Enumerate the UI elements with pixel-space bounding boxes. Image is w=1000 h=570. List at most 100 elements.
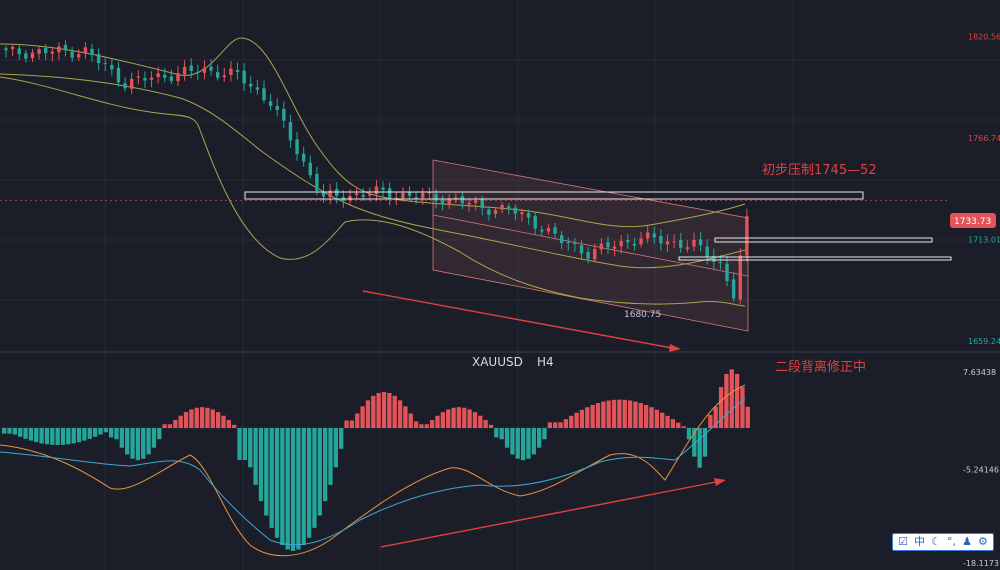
candle-body: [427, 192, 432, 194]
candle-body: [414, 197, 418, 199]
candle-body: [639, 238, 643, 245]
macd-bar: [708, 414, 713, 428]
macd-bar: [167, 424, 173, 428]
macd-bar: [44, 428, 50, 445]
macd-bar: [660, 412, 665, 428]
support-level-2: [678, 256, 952, 261]
candle-body: [110, 65, 114, 70]
candle-body: [731, 279, 736, 299]
macd-bar: [98, 428, 103, 435]
candle-body: [255, 87, 260, 90]
candle-body: [407, 191, 412, 196]
symbol-label: XAUUSD: [472, 355, 523, 369]
macd-bar: [269, 428, 274, 528]
macd-bar: [456, 407, 462, 428]
macd-bar: [199, 407, 205, 428]
macd-bar: [601, 401, 606, 428]
candle-body: [652, 233, 656, 238]
candle-body: [487, 209, 491, 215]
macd-bar: [39, 428, 44, 444]
candle-body: [612, 246, 617, 249]
macd-bar: [264, 428, 269, 516]
macd-bar: [617, 399, 622, 428]
candle-body: [249, 83, 253, 87]
candle-body: [77, 54, 81, 58]
macd-dif-line: [0, 384, 746, 557]
macd-bar: [692, 428, 697, 457]
candle-body: [229, 68, 233, 75]
candle-body: [632, 243, 637, 246]
macd-bar: [547, 422, 552, 428]
timeframe-label: H4: [537, 355, 554, 369]
candle-body: [57, 46, 61, 53]
macd-bar: [644, 404, 649, 428]
macd-bar: [729, 369, 734, 428]
candle-body: [374, 186, 379, 195]
macd-bar: [183, 412, 189, 428]
macd-bar: [157, 428, 162, 440]
resistance-annotation: 初步压制1745—52: [762, 163, 877, 178]
candle-body: [401, 192, 405, 199]
candlestick-series: [4, 40, 749, 304]
candle-body: [196, 71, 200, 73]
candle-body: [17, 48, 21, 55]
candle-body: [712, 256, 716, 262]
candle-body: [83, 47, 88, 54]
macd-panel: [0, 369, 750, 557]
macd-bar: [125, 428, 130, 455]
candle-body: [4, 48, 8, 51]
macd-bar: [323, 428, 328, 502]
candle-body: [473, 200, 478, 203]
macd-bar: [7, 428, 12, 434]
macd-bar: [579, 409, 585, 428]
candle-body: [169, 76, 174, 81]
macd-bar: [413, 421, 419, 428]
toolbar-moon-icon[interactable]: ☾: [931, 535, 941, 548]
macd-bar: [446, 409, 451, 428]
candle-body: [665, 241, 670, 245]
toolbar-dots-icon[interactable]: °,: [947, 535, 957, 548]
macd-bar: [676, 422, 681, 428]
candle-body: [566, 241, 570, 244]
candle-body: [176, 73, 180, 82]
candle-body: [295, 139, 299, 155]
toolbar-gear-icon[interactable]: ⚙: [978, 535, 988, 548]
candle-body: [189, 65, 193, 71]
candle-body: [421, 193, 425, 198]
macd-bar: [18, 428, 23, 437]
macd-bar: [595, 403, 601, 428]
candle-body: [222, 75, 226, 78]
toolbar-user-icon[interactable]: ♟: [962, 535, 972, 548]
candle-body: [573, 242, 577, 245]
floating-toolbar[interactable]: ☑ 中 ☾ °, ♟ ⚙: [892, 533, 994, 551]
macd-bar: [408, 413, 413, 428]
candle-body: [579, 245, 584, 254]
candle-body: [606, 242, 610, 248]
macd-bar: [355, 413, 360, 428]
macd-bar: [713, 406, 718, 428]
macd-bar: [702, 428, 708, 457]
macd-bar: [622, 399, 627, 428]
macd-bar: [392, 395, 397, 428]
candle-body: [90, 48, 94, 56]
candle-body: [268, 101, 273, 106]
macd-bar: [248, 428, 253, 468]
macd-bar: [697, 428, 702, 468]
macd-bar: [585, 407, 590, 428]
macd-bar: [312, 428, 317, 528]
toolbar-zh-label[interactable]: 中: [913, 535, 925, 548]
macd-bar: [328, 428, 333, 485]
candle-body: [50, 51, 55, 54]
macd-bar: [296, 428, 301, 550]
candle-body: [242, 70, 246, 84]
toolbar-check-icon[interactable]: ☑: [898, 535, 908, 548]
macd-bar: [718, 387, 724, 428]
macd-bar: [285, 428, 290, 550]
macd-bar: [135, 428, 141, 461]
candle-body: [361, 194, 365, 197]
candle-body: [593, 248, 597, 260]
macd-bar: [151, 428, 157, 448]
candle-body: [659, 235, 663, 244]
macd-bar: [558, 422, 563, 428]
macd-bar: [381, 392, 387, 428]
